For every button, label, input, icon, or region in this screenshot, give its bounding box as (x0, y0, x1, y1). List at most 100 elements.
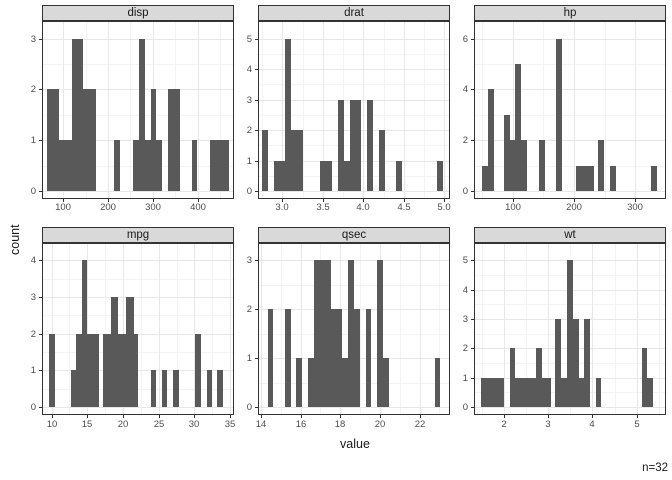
histogram-bar (610, 166, 616, 191)
grid-major-x (363, 22, 364, 198)
facet-strip-qsec: qsec (258, 227, 450, 243)
grid-minor-x (424, 22, 425, 198)
y-tick-mark (255, 260, 258, 261)
grid-minor-x (281, 244, 282, 414)
grid-major-y (43, 89, 233, 90)
grid-minor-x (360, 244, 361, 414)
grid-minor-x (439, 244, 440, 414)
y-tick-mark (471, 140, 474, 141)
y-tick-label: 3 (246, 95, 252, 106)
grid-major-x (301, 244, 302, 414)
grid-major-x (323, 22, 324, 198)
x-tick-label: 200 (566, 202, 582, 213)
y-tick-mark (471, 319, 474, 320)
x-tick-mark (635, 199, 636, 202)
x-tick-label: 3.0 (275, 202, 289, 213)
grid-minor-x (615, 244, 616, 414)
grid-major-x (592, 244, 593, 414)
facet-strip-mpg: mpg (42, 227, 234, 243)
histogram-bar (296, 358, 302, 407)
grid-minor-y (43, 115, 233, 116)
histogram-bar (504, 115, 510, 191)
facet-panel-mpg (42, 243, 234, 415)
grid-minor-y (259, 285, 449, 286)
x-tick-label: 4.0 (356, 202, 370, 213)
y-tick-mark (255, 69, 258, 70)
x-tick-mark (444, 199, 445, 202)
y-tick-label: 1 (246, 156, 252, 167)
y-tick-mark (471, 290, 474, 291)
y-tick-label: 2 (462, 135, 468, 146)
histogram-bar (342, 358, 348, 407)
grid-major-y (475, 140, 665, 141)
histogram-bar (314, 260, 331, 407)
x-tick-label: 30 (188, 419, 200, 430)
x-tick-mark (380, 415, 381, 418)
grid-major-y (43, 334, 233, 335)
x-tick-mark (323, 199, 324, 202)
grid-major-y (43, 370, 233, 371)
y-tick-label: 4 (30, 255, 36, 266)
x-tick-label: 15 (81, 419, 93, 430)
histogram-bar (396, 161, 402, 191)
histogram-bar (168, 89, 180, 191)
histogram-bar (133, 140, 139, 191)
facet-panel-qsec (258, 243, 450, 415)
grid-major-y (259, 191, 449, 192)
grid-major-y (475, 191, 665, 192)
grid-minor-x (482, 244, 483, 414)
histogram-bar (262, 130, 268, 191)
histogram-bar (567, 260, 573, 407)
grid-major-x (159, 244, 160, 414)
histogram-bar (366, 309, 371, 407)
x-tick-label: 5.0 (437, 202, 451, 213)
y-tick-label: 0 (462, 402, 468, 413)
x-tick-label: 2 (501, 419, 507, 430)
histogram-bar (579, 378, 584, 407)
strip-label: hp (563, 7, 577, 19)
grid-minor-x (526, 244, 527, 414)
y-tick-mark (39, 191, 42, 192)
y-tick-mark (39, 370, 42, 371)
grid-minor-y (43, 352, 233, 353)
y-tick-label: 3 (246, 255, 252, 266)
grid-major-y (43, 260, 233, 261)
y-tick-mark (39, 334, 42, 335)
histogram-bar (350, 100, 361, 191)
x-tick-mark (513, 199, 514, 202)
y-tick-mark (255, 130, 258, 131)
histogram-bar (555, 319, 561, 407)
histogram-bar (114, 140, 120, 191)
y-tick-label: 0 (30, 402, 36, 413)
histogram-bar (367, 100, 373, 191)
histogram-bar (510, 140, 515, 191)
histogram-bar (308, 358, 314, 407)
y-tick-mark (39, 39, 42, 40)
y-tick-mark (255, 407, 258, 408)
y-tick-mark (471, 378, 474, 379)
histogram-bar (192, 140, 197, 191)
x-tick-label: 300 (627, 202, 643, 213)
histogram-bar (59, 140, 72, 191)
facet-panel-drat (258, 21, 450, 199)
histogram-bar (291, 130, 303, 191)
strip-label: disp (127, 7, 149, 19)
x-tick-mark (230, 415, 231, 418)
histogram-bar (210, 140, 229, 191)
y-tick-mark (471, 407, 474, 408)
grid-major-x (194, 244, 195, 414)
grid-major-x (420, 244, 421, 414)
y-tick-mark (255, 100, 258, 101)
grid-major-x (637, 244, 638, 414)
grid-major-x (504, 244, 505, 414)
grid-minor-y (43, 315, 233, 316)
facet-strip-hp: hp (474, 5, 666, 21)
grid-major-x (198, 22, 199, 198)
x-tick-mark (63, 199, 64, 202)
y-tick-label: 1 (462, 373, 468, 384)
x-tick-mark (404, 199, 405, 202)
histogram-bar (510, 348, 515, 407)
x-tick-mark (52, 415, 53, 418)
histogram-bar (118, 334, 126, 407)
